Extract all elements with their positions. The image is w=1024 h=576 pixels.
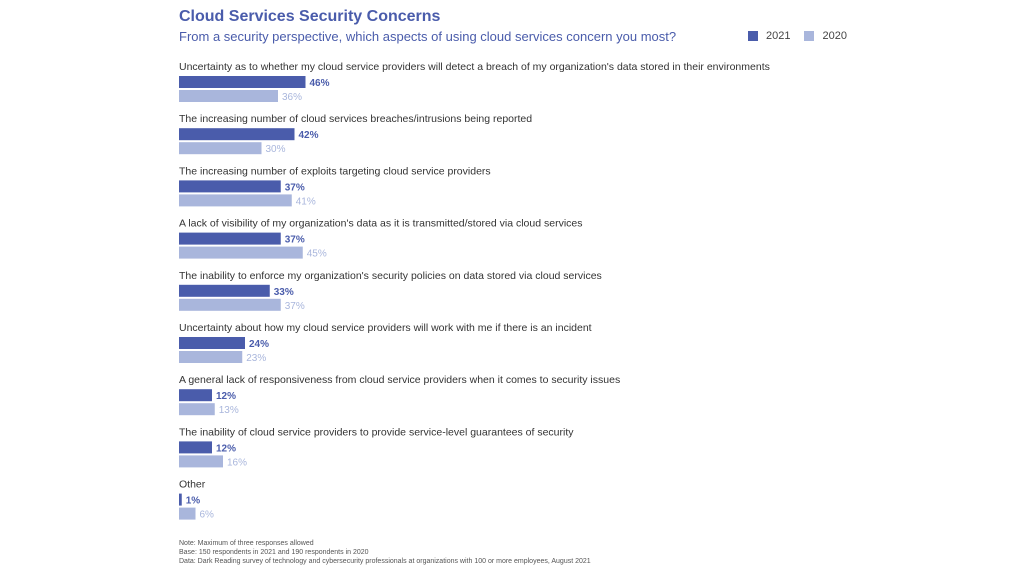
data-label-2020-6: 23% xyxy=(246,353,266,364)
data-label-2020-1: 36% xyxy=(282,92,302,103)
footnotes: Note: Maximum of three responses allowed… xyxy=(179,539,591,566)
category-label: Uncertainty as to whether my cloud servi… xyxy=(179,61,770,73)
legend-swatch-2020 xyxy=(804,31,815,41)
bar-2020-3 xyxy=(179,194,292,207)
category-label: The increasing number of cloud services … xyxy=(179,113,532,125)
data-label-2021-3: 37% xyxy=(285,182,305,193)
footnote-note: Note: Maximum of three responses allowed xyxy=(179,540,314,547)
bar-2021-6 xyxy=(179,337,245,349)
bar-2020-4 xyxy=(179,246,303,259)
bar-2020-7 xyxy=(179,403,215,416)
data-label-2021-1: 46% xyxy=(310,78,330,89)
bar-2021-2 xyxy=(179,128,295,141)
data-label-2021-4: 37% xyxy=(285,235,305,246)
bar-2021-8 xyxy=(179,441,212,454)
bar-2020-9 xyxy=(179,507,196,520)
legend-item-2021: 2021 xyxy=(748,30,790,42)
data-label-2021-9: 1% xyxy=(186,496,201,507)
legend-item-2020: 2020 xyxy=(804,30,847,42)
category-label: The inability of cloud service providers… xyxy=(179,426,574,438)
data-label-2021-2: 42% xyxy=(299,130,319,141)
data-label-2021-7: 12% xyxy=(216,391,236,402)
bar-2021-1 xyxy=(179,76,306,88)
category-label: Uncertainty about how my cloud service p… xyxy=(179,322,592,334)
legend-label-2021: 2021 xyxy=(766,30,791,42)
data-label-2020-7: 13% xyxy=(219,405,239,416)
footnote-data: Data: Dark Reading survey of technology … xyxy=(179,558,591,565)
data-label-2020-8: 16% xyxy=(227,457,247,468)
bar-2021-9 xyxy=(179,493,182,506)
category-label: A general lack of responsiveness from cl… xyxy=(179,374,620,386)
category-label: The inability to enforce my organization… xyxy=(179,270,602,282)
chart-subtitle: From a security perspective, which aspec… xyxy=(179,29,677,44)
bar-2020-6 xyxy=(179,351,243,363)
category-label: A lack of visibility of my organization'… xyxy=(179,218,583,230)
bar-2020-5 xyxy=(179,298,281,311)
legend: 2021 2020 xyxy=(748,30,861,42)
data-label-2020-4: 45% xyxy=(307,249,327,260)
bar-2021-5 xyxy=(179,284,270,297)
footnote-base: Base: 150 respondents in 2021 and 190 re… xyxy=(179,549,369,556)
bar-2020-8 xyxy=(179,455,223,468)
bar-2021-4 xyxy=(179,232,281,245)
data-label-2020-3: 41% xyxy=(296,196,316,207)
data-label-2020-9: 6% xyxy=(200,510,215,521)
bar-2021-3 xyxy=(179,180,281,193)
data-label-2021-6: 24% xyxy=(249,339,269,350)
bar-2020-1 xyxy=(179,90,278,102)
legend-label-2020: 2020 xyxy=(822,30,847,42)
data-label-2020-5: 37% xyxy=(285,301,305,312)
category-label: The increasing number of exploits target… xyxy=(179,165,491,177)
bar-2021-7 xyxy=(179,389,212,402)
data-label-2021-8: 12% xyxy=(216,443,236,454)
legend-swatch-2021 xyxy=(748,31,758,41)
data-label-2021-5: 33% xyxy=(274,287,294,298)
data-label-2020-2: 30% xyxy=(266,144,286,155)
chart-title: Cloud Services Security Concerns xyxy=(179,8,441,25)
category-label: Other xyxy=(179,479,206,491)
bar-2020-2 xyxy=(179,142,262,155)
bar-chart: Uncertainty as to whether my cloud servi… xyxy=(179,61,770,521)
